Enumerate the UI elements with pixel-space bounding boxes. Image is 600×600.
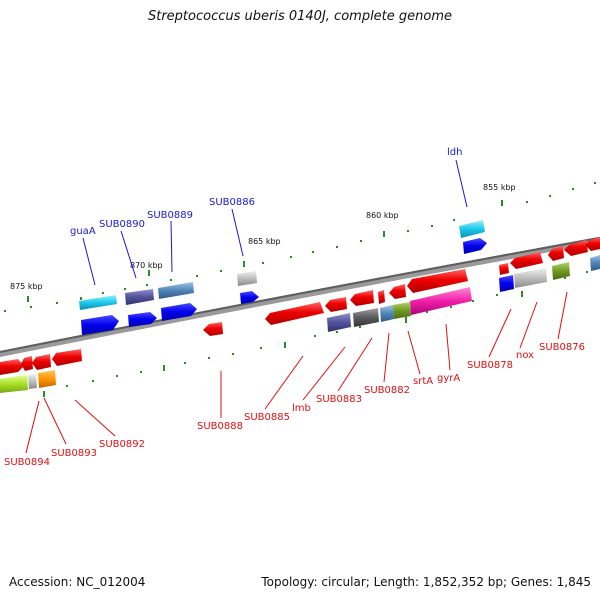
label-SUB0889: SUB0889 (147, 210, 193, 221)
gene-SUB0882 (389, 284, 406, 299)
label-SUB0894: SUB0894 (4, 457, 50, 468)
tick-label-875: 875 kbp (10, 282, 43, 291)
label-ldh: ldh (447, 147, 462, 158)
gene-SUB0885 (265, 302, 324, 325)
gene-red-1 (0, 359, 24, 375)
gene-ldh (463, 238, 487, 254)
label-srtA: srtA (413, 376, 433, 387)
gene-SUB0878 (510, 252, 543, 269)
label-SUB0876: SUB0876 (539, 342, 585, 353)
gene-SUB0886 (237, 271, 257, 286)
label-nox: nox (516, 350, 534, 361)
genome-backbone (0, 236, 600, 358)
gene-SUB0883 (350, 290, 374, 306)
gene-SUB0888 (203, 322, 223, 336)
gene-SUB0886-inner (240, 291, 259, 304)
gene-SUB0882-inner (380, 305, 394, 322)
tick-label-855: 855 kbp (483, 183, 516, 192)
gene-SUB0890-inner (128, 312, 157, 327)
bottom-gene-labels: SUB0894 SUB0893 SUB0892 SUB0888 SUB0885 … (4, 342, 585, 468)
inner-genes (0, 255, 600, 393)
genome-stats-text: Topology: circular; Length: 1,852,352 bp… (261, 575, 591, 589)
gene-red-small (499, 263, 509, 275)
label-SUB0878: SUB0878 (467, 360, 513, 371)
gene-SUB0883b (378, 290, 385, 304)
gene-SUB0894b (28, 374, 37, 389)
gene-guaA (81, 315, 119, 335)
label-lmb: lmb (292, 403, 311, 414)
top-gene-labels: guaA SUB0890 SUB0889 SUB0886 ldh (70, 147, 462, 237)
top-label-leaders (82, 159, 468, 286)
gene-SUB0893 (38, 370, 56, 388)
inner-tick-marks (43, 271, 588, 397)
label-SUB0888: SUB0888 (197, 421, 243, 432)
label-gyrA: gyrA (437, 373, 460, 384)
label-SUB0893: SUB0893 (51, 448, 97, 459)
gene-nox (548, 246, 564, 261)
gene-guaA-outer (79, 295, 117, 310)
outer-tick-marks (4, 182, 596, 312)
gene-SUB0889 (158, 282, 194, 299)
reverse-strand-genes (0, 237, 600, 375)
label-guaA: guaA (70, 226, 96, 237)
gene-red-4 (52, 349, 82, 366)
gene-SUB0890 (125, 289, 154, 305)
gene-lmb (325, 297, 347, 312)
label-SUB0882: SUB0882 (364, 385, 410, 396)
gene-ldh-outer (459, 220, 485, 238)
gene-lmb-inner (327, 313, 351, 332)
gene-gyrA (410, 287, 472, 315)
genome-backbone-highlight (0, 236, 600, 354)
gene-SUB0876-inner (552, 262, 570, 280)
gene-SUB0876-a (564, 240, 588, 256)
gene-SUB0876-b (585, 237, 600, 251)
gene-red-2 (21, 356, 33, 371)
gene-edge-inner (590, 255, 600, 271)
gene-SUB0878-inner (499, 275, 514, 292)
gene-srtA-inner (393, 302, 411, 319)
gene-srtA (407, 269, 468, 293)
label-SUB0883: SUB0883 (316, 394, 362, 405)
label-SUB0890: SUB0890 (99, 219, 145, 230)
label-SUB0892: SUB0892 (99, 439, 145, 450)
accession-text: Accession: NC_012004 (9, 575, 146, 589)
gene-red-3 (32, 354, 51, 370)
tick-label-860: 860 kbp (366, 211, 399, 220)
map-title: Streptococcus uberis 0140J, complete gen… (147, 9, 453, 24)
tick-label-870: 870 kbp (130, 261, 163, 270)
label-SUB0886: SUB0886 (209, 197, 255, 208)
bottom-label-leaders (25, 291, 568, 454)
label-SUB0885: SUB0885 (244, 412, 290, 423)
gene-SUB0894 (0, 375, 28, 393)
gene-SUB0883-inner (353, 308, 379, 327)
gene-SUB0889-inner (161, 303, 197, 321)
gene-nox-inner (514, 268, 547, 288)
tick-label-865: 865 kbp (248, 237, 281, 246)
forward-strand-genes (79, 220, 487, 335)
tick-labels: 875 kbp 870 kbp 865 kbp 860 kbp 855 kbp (10, 183, 516, 291)
